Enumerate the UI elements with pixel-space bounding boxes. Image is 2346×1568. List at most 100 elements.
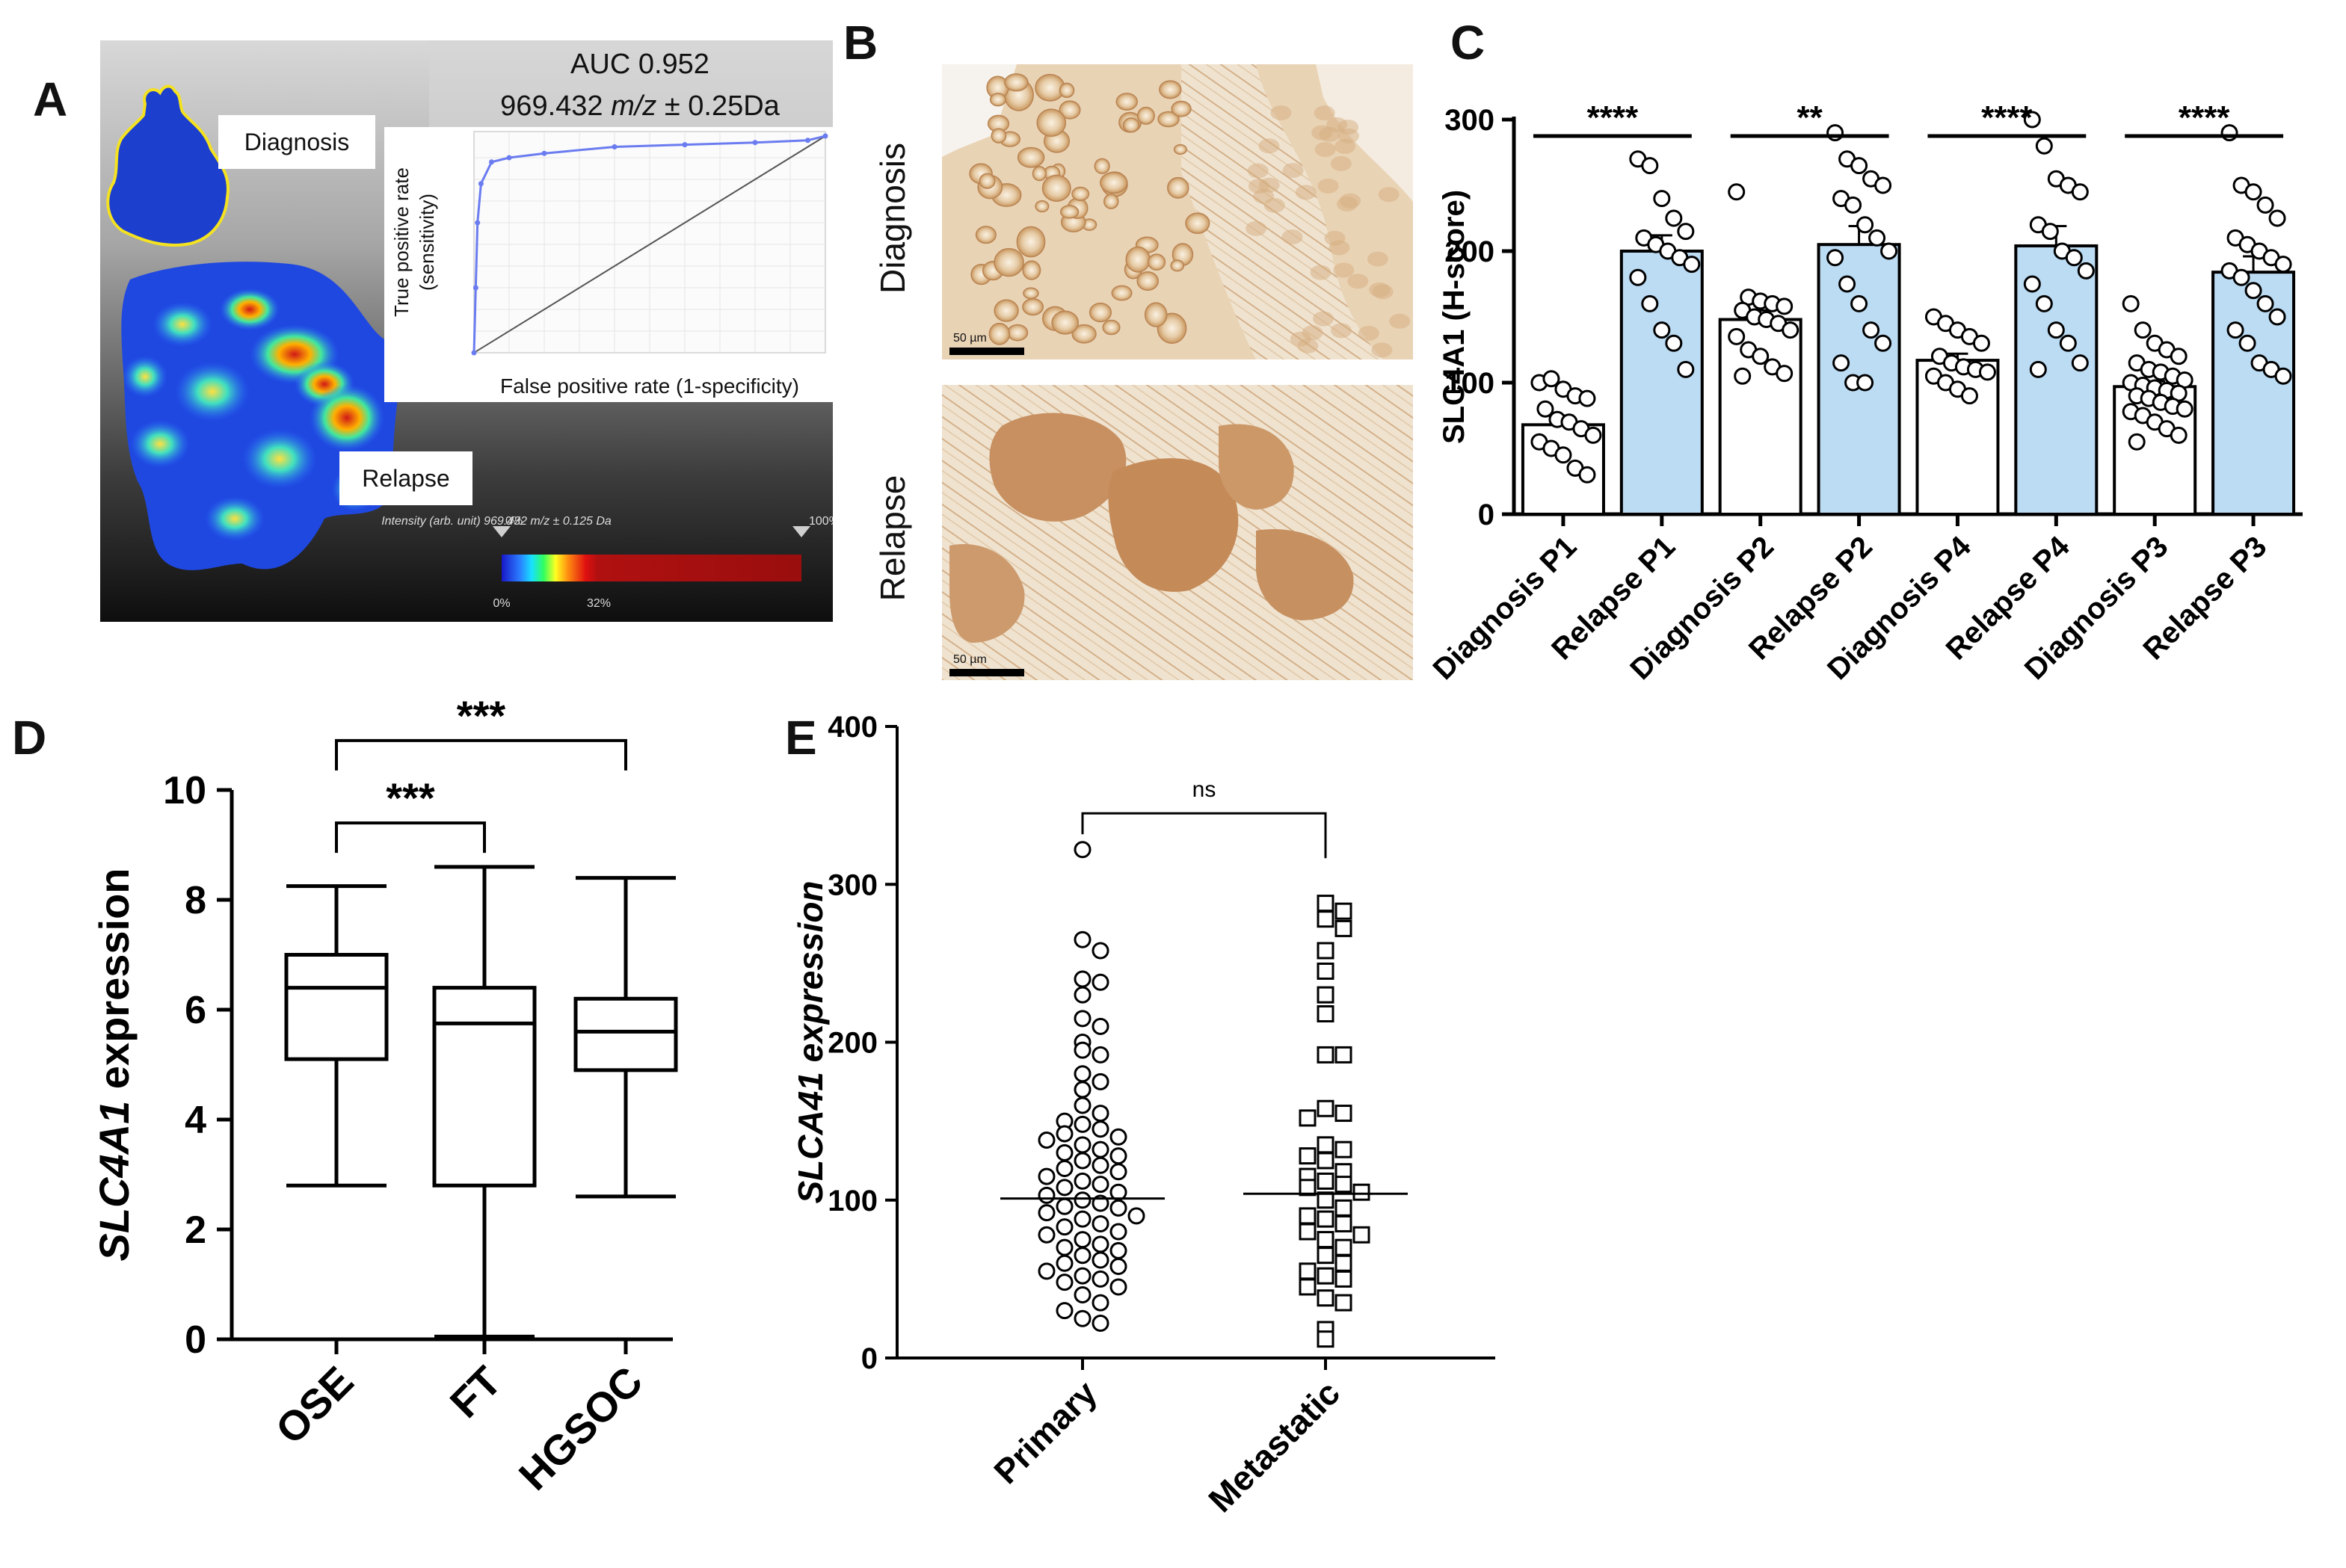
intensity-colorbar: Intensity (arb. unit) 969.432 m/z ± 0.12…: [381, 515, 833, 610]
e-data-point: [1109, 1128, 1127, 1146]
roc-ylabel-line2: (sensitivity): [416, 194, 438, 291]
ihc-gland: [1167, 176, 1189, 199]
ihc-cell: [1330, 155, 1352, 171]
roc-point: [612, 144, 618, 149]
ihc-gland: [975, 226, 997, 244]
ihc-cell: [1258, 138, 1280, 154]
e-data-point: [1317, 1289, 1334, 1307]
d-box: [573, 996, 678, 1072]
roc-point: [541, 150, 547, 156]
c-data-point: [2274, 256, 2292, 274]
e-data-point: [1092, 1176, 1109, 1194]
panel-a-msi-image: AUC 0.952 969.432 m/z ± 0.25Da Diagnosis…: [100, 40, 833, 622]
colorbar-left-label: 0%: [505, 515, 523, 528]
e-data-point: [1074, 1152, 1092, 1170]
e-data-point: [1092, 1072, 1109, 1090]
c-data-point: [1728, 327, 1746, 345]
roc-point: [752, 140, 758, 146]
ihc-gland: [1071, 186, 1090, 201]
c-data-point: [1874, 176, 1892, 194]
ihc-cell: [1314, 105, 1335, 121]
e-y-tick-label: 0: [861, 1342, 878, 1375]
roc-xlabel: False positive rate (1-specificity): [500, 374, 799, 398]
d-significance-bracket: [335, 821, 486, 854]
c-data-point: [2176, 400, 2193, 418]
ihc-cell: [1281, 229, 1303, 245]
e-significance-label: ns: [1192, 777, 1216, 802]
c-data-point: [1826, 249, 1844, 267]
e-data-point: [1317, 1136, 1334, 1154]
d-significance-label: ***: [457, 695, 506, 739]
ihc-gland: [1041, 174, 1071, 202]
c-data-point: [2238, 334, 2256, 352]
e-data-point: [1334, 1046, 1352, 1064]
e-data-point: [1317, 986, 1334, 1004]
ihc-gland: [1122, 117, 1140, 133]
e-data-point: [1092, 1294, 1109, 1312]
e-data-point: [1092, 1214, 1109, 1232]
d-y-tick-label: 10: [163, 769, 206, 812]
roc-diagonal: [473, 135, 826, 354]
c-data-point: [2232, 268, 2250, 286]
e-data-point: [1092, 1156, 1109, 1174]
e-data-point: [1127, 1207, 1145, 1225]
e-data-point: [1056, 1125, 1074, 1143]
e-data-point: [1038, 1186, 1056, 1204]
c-data-point: [2256, 294, 2274, 312]
ihc-gland: [1022, 260, 1041, 280]
e-significance-bracket: [1081, 812, 1327, 859]
e-data-point: [1074, 1191, 1092, 1209]
e-data-point: [1317, 1210, 1334, 1228]
e-data-point: [1317, 1247, 1334, 1265]
c-data-point: [1850, 294, 1868, 312]
ihc-gland: [1051, 310, 1080, 335]
c-data-point: [1826, 124, 1844, 142]
e-data-point: [1074, 1115, 1092, 1133]
roc-plot: True positive rate (sensitivity) False p…: [390, 131, 828, 398]
e-data-point: [1074, 1010, 1092, 1028]
ihc-gland: [1102, 319, 1121, 336]
e-data-point: [1056, 1238, 1074, 1256]
c-significance-label: ****: [1587, 99, 1639, 136]
c-y-tick-label: 0: [1478, 499, 1494, 531]
c-data-point: [1641, 294, 1659, 312]
e-data-point: [1109, 1257, 1127, 1275]
ihc-diagnosis-scale-label: 50 µm: [953, 332, 987, 345]
c-data-point: [1752, 348, 1770, 365]
c-data-point: [1542, 370, 1560, 388]
e-data-point: [1334, 1140, 1352, 1158]
e-data-point: [1074, 1172, 1092, 1190]
c-data-point: [1776, 297, 1794, 315]
e-data-point: [1317, 1099, 1334, 1117]
e-data-point: [1317, 1191, 1334, 1209]
ihc-cell: [1378, 187, 1400, 203]
c-data-point: [1880, 242, 1898, 260]
ihc-gland: [1115, 93, 1138, 111]
c-data-point: [2023, 275, 2041, 293]
c-y-tick-label: 300: [1444, 104, 1494, 137]
e-data-point: [1092, 942, 1109, 960]
ihc-gland: [1023, 287, 1039, 300]
ihc-gland: [1059, 82, 1075, 99]
ihc-cell: [1333, 262, 1355, 278]
c-data-point: [1776, 365, 1794, 383]
c-data-point: [1734, 367, 1752, 385]
e-data-point: [1038, 1226, 1056, 1244]
c-data-point: [1856, 216, 1874, 234]
ihc-gland: [1111, 285, 1133, 301]
ihc-cell: [1347, 274, 1369, 289]
c-data-point: [2226, 321, 2244, 339]
e-data-point: [1074, 1247, 1092, 1265]
ihc-gland: [1004, 73, 1029, 92]
panel-letter-b: B: [843, 16, 878, 70]
e-data-point: [1299, 1109, 1317, 1127]
ihc-gland: [1147, 253, 1166, 271]
c-data-point: [1972, 334, 1990, 352]
c-data-point: [2128, 433, 2146, 451]
e-data-point: [1109, 1223, 1127, 1241]
e-data-point: [1299, 1179, 1317, 1197]
e-data-point: [1317, 1172, 1334, 1190]
d-x-tick-label: HGSOC: [510, 1357, 652, 1499]
roc-curve: [472, 135, 826, 354]
